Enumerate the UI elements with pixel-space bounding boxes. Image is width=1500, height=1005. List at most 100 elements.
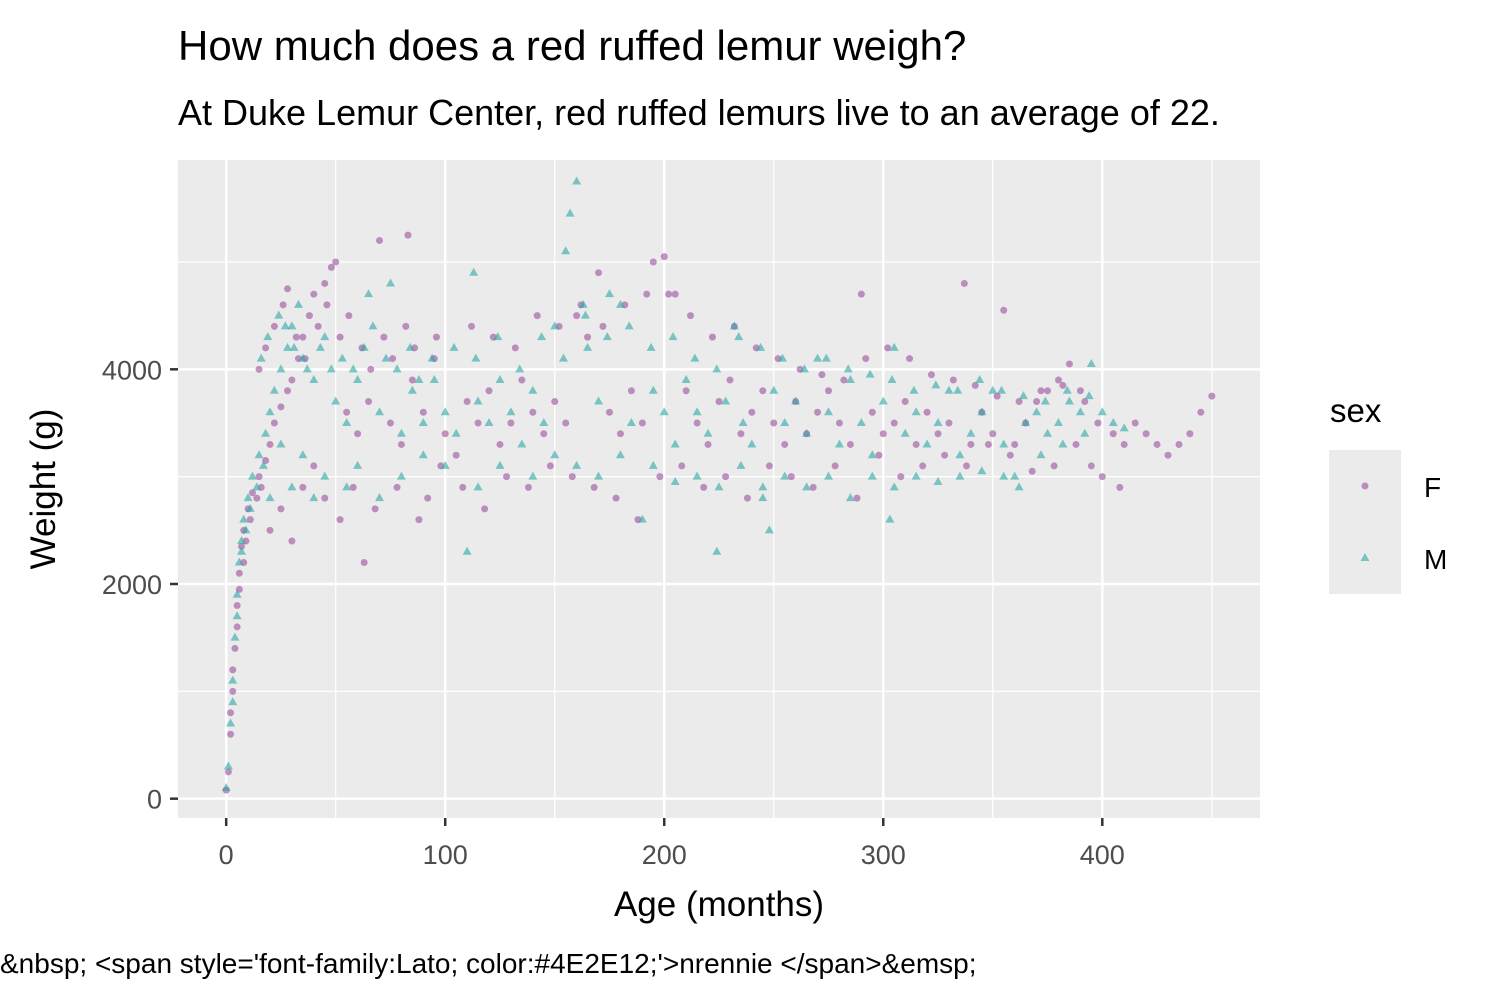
data-point-m <box>646 342 656 351</box>
data-point-f <box>743 494 751 502</box>
data-point-f <box>1054 376 1062 384</box>
data-point-m <box>418 450 428 459</box>
data-point-m <box>1036 450 1046 459</box>
data-point-f <box>503 473 511 481</box>
data-point-f <box>270 322 278 330</box>
data-point-m <box>230 632 240 641</box>
data-point-m <box>283 342 293 351</box>
data-point-m <box>966 428 976 437</box>
data-point-f <box>770 419 778 427</box>
data-point-m <box>1010 471 1020 480</box>
data-point-m <box>856 417 866 426</box>
data-point-f <box>722 473 730 481</box>
x-tick-label: 400 <box>1080 840 1125 870</box>
data-point-m <box>293 299 303 308</box>
data-point-f <box>759 387 767 395</box>
data-point-m <box>342 417 352 426</box>
data-point-f <box>1142 430 1150 438</box>
data-point-m <box>977 407 987 416</box>
data-point-f <box>1000 306 1008 314</box>
data-point-m <box>712 364 722 373</box>
data-point-m <box>834 439 844 448</box>
data-point-f <box>643 290 651 298</box>
data-point-f <box>584 333 592 341</box>
data-point-m <box>911 407 921 416</box>
data-point-m <box>999 439 1009 448</box>
data-point-f <box>231 644 239 652</box>
data-point-f <box>678 462 686 470</box>
legend-key-m-triangle <box>1360 553 1370 561</box>
data-point-f <box>923 408 931 416</box>
data-point-f <box>345 312 353 320</box>
data-point-m <box>265 493 275 502</box>
data-point-f <box>305 312 313 320</box>
data-point-f <box>835 419 843 427</box>
data-point-m <box>764 525 774 534</box>
data-point-m <box>1014 482 1024 491</box>
data-point-m <box>427 353 437 362</box>
data-point-m <box>375 493 385 502</box>
data-point-f <box>349 483 357 491</box>
data-point-m <box>659 407 669 416</box>
data-point-f <box>1094 419 1102 427</box>
data-point-m <box>997 385 1007 394</box>
data-point-m <box>226 718 236 727</box>
data-point-f <box>253 494 261 502</box>
data-point-f <box>687 312 695 320</box>
data-point-f <box>1109 430 1117 438</box>
data-point-f <box>524 483 532 491</box>
data-point-m <box>1053 417 1063 426</box>
data-point-m <box>734 332 744 341</box>
data-point-m <box>539 417 549 426</box>
data-point-f <box>389 355 397 363</box>
data-point-m <box>263 332 273 341</box>
data-point-m <box>381 353 391 362</box>
data-point-m <box>471 353 481 362</box>
data-point-m <box>1058 439 1068 448</box>
data-point-m <box>615 299 625 308</box>
data-point-f <box>831 462 839 470</box>
data-point-m <box>1062 385 1072 394</box>
data-point-f <box>402 322 410 330</box>
data-point-m <box>407 385 417 394</box>
data-point-f <box>365 398 373 406</box>
data-point-f <box>809 483 817 491</box>
legend-key-background <box>1329 450 1401 594</box>
data-point-f <box>546 462 554 470</box>
data-point-m <box>988 385 998 394</box>
data-point-f <box>246 516 254 524</box>
data-point-f <box>354 430 362 438</box>
data-point-f <box>748 408 756 416</box>
data-point-f <box>323 301 331 309</box>
data-point-f <box>1120 440 1128 448</box>
data-point-m <box>495 375 505 384</box>
data-point-m <box>392 364 402 373</box>
data-point-f <box>1059 381 1067 389</box>
data-point-f <box>474 419 482 427</box>
data-point-f <box>235 569 243 577</box>
data-point-f <box>376 237 384 245</box>
data-point-m <box>342 482 352 491</box>
data-point-m <box>440 407 450 416</box>
data-point-m <box>692 407 702 416</box>
data-point-m <box>302 364 312 373</box>
data-point-f <box>441 430 449 438</box>
data-point-f <box>277 403 285 411</box>
data-point-m <box>889 342 899 351</box>
data-point-f <box>1087 462 1095 470</box>
data-point-m <box>237 546 247 555</box>
data-point-m <box>473 396 483 405</box>
data-point-m <box>922 439 932 448</box>
data-point-f <box>360 559 368 567</box>
data-point-m <box>558 353 568 362</box>
data-point-f <box>1175 440 1183 448</box>
data-point-m <box>517 439 527 448</box>
data-point-m <box>648 460 658 469</box>
data-point-m <box>239 514 249 523</box>
data-point-m <box>469 267 479 276</box>
data-point-f <box>967 440 975 448</box>
data-point-m <box>1097 407 1107 416</box>
data-point-f <box>649 258 657 266</box>
data-point-f <box>612 494 620 502</box>
